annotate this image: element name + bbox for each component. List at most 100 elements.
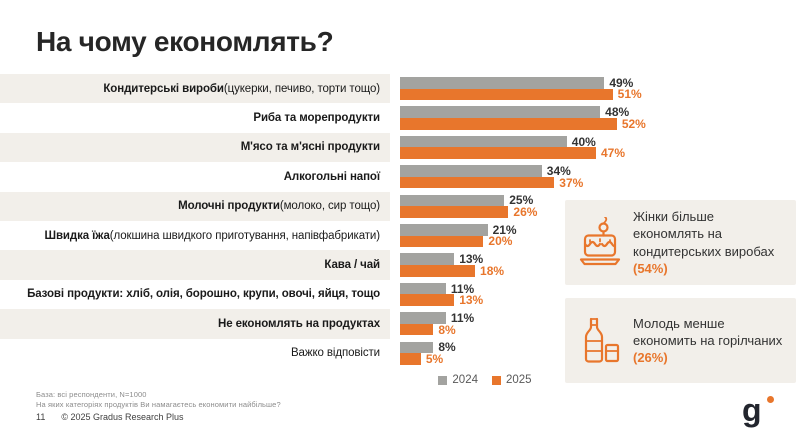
value-2024: 40%: [571, 134, 596, 149]
category-label-main: Базові продукти: хліб, олія, борошно, кр…: [27, 288, 380, 301]
logo-dot-icon: [767, 396, 774, 403]
category-label-main: Алкогольні напої: [283, 170, 380, 183]
bar-line: 49%: [400, 77, 668, 89]
category-label-note: (молоко, сир тощо): [279, 200, 380, 213]
bar-line: 40%: [400, 136, 668, 148]
bars-cell: 25% 26%: [390, 192, 668, 221]
category-label-main: Не економлять на продуктах: [218, 317, 380, 330]
bar-line: 21%: [400, 224, 668, 236]
bar-2024: [400, 77, 605, 89]
category-label-main: Кава / чай: [324, 259, 380, 272]
bar-2025: [400, 147, 596, 160]
chart-row: Кава / чай 13% 18%: [0, 250, 668, 280]
value-2024: 21%: [492, 222, 517, 237]
cake-icon: [577, 215, 623, 269]
legend-label: 2025: [506, 374, 532, 386]
bars-cell: 48% 52%: [390, 103, 668, 132]
bar-line: 11%: [400, 283, 668, 295]
value-2024: 13%: [459, 252, 484, 267]
bars-cell: 11% 8%: [390, 309, 668, 338]
value-2025: 51%: [617, 87, 642, 102]
bar-2025: [400, 294, 455, 307]
value-2025: 18%: [480, 263, 505, 278]
callout-women-sweets: Жінки більше економлять на кондитерських…: [565, 200, 796, 285]
page-title: На чому економлять?: [36, 26, 334, 57]
category-label: Базові продукти: хліб, олія, борошно, кр…: [0, 280, 390, 309]
logo-letter: g: [742, 392, 762, 428]
bar-line: 18%: [400, 265, 668, 277]
category-label-main: Швидка їжа: [44, 229, 110, 242]
chart-row: Базові продукти: хліб, олія, борошно, кр…: [0, 280, 668, 309]
legend-label: 2024: [452, 374, 478, 386]
chart-row: Важко відповісти 8% 5%: [0, 339, 668, 368]
category-label: Риба та морепродукти: [0, 103, 390, 132]
bar-2025: [400, 176, 555, 189]
value-2025: 47%: [600, 146, 626, 161]
bar-2024: [400, 341, 434, 354]
bar-2025: [400, 265, 476, 277]
bar-2025: [400, 235, 484, 248]
bar-line: 11%: [400, 312, 668, 324]
value-2024: 8%: [438, 340, 456, 355]
category-label-note: (цукерки, печиво, торти тощо): [223, 82, 380, 95]
bar-2024: [400, 165, 542, 177]
bar-2025: [400, 88, 613, 101]
bar-2024: [400, 135, 567, 148]
bar-2025: [400, 323, 434, 336]
chart-row: Не економлять на продуктах 11% 8%: [0, 309, 668, 339]
bottle-icon: [577, 315, 623, 367]
copyright: © 2025 Gradus Research Plus: [61, 412, 184, 422]
category-label-main: Важко відповісти: [290, 347, 380, 360]
bar-2024: [400, 224, 488, 236]
chart-row: М'ясо та м'ясні продукти 40% 47%: [0, 132, 668, 163]
bars-cell: 8% 5%: [390, 339, 668, 368]
bars-cell: 49% 51%: [390, 74, 668, 103]
bar-line: 5%: [400, 353, 668, 365]
value-2024: 49%: [609, 75, 634, 90]
category-label-note: (локшина швидкого приготування, напівфаб…: [109, 229, 380, 242]
value-2025: 37%: [559, 175, 584, 190]
value-2025: 5%: [425, 352, 444, 366]
category-label: Важко відповісти: [0, 339, 390, 368]
value-2025: 8%: [438, 322, 456, 337]
chart-row: Молочні продукти (молоко, сир тощо) 25% 26…: [0, 191, 668, 221]
value-2024: 48%: [605, 105, 630, 120]
chart-row: Риба та морепродукти 48% 52%: [0, 103, 668, 132]
bar-2024: [400, 253, 455, 266]
bar-2024: [400, 312, 446, 324]
category-label: Алкогольні напої: [0, 162, 390, 191]
category-label-main: Кондитерські вироби: [103, 82, 224, 95]
chart-row: Кондитерські вироби (цукерки, печиво, то…: [0, 74, 668, 104]
bar-line: 52%: [400, 118, 668, 130]
callout-highlight: (54%): [633, 260, 668, 276]
value-2024: 11%: [450, 281, 475, 296]
category-label: Кондитерські вироби (цукерки, печиво, то…: [0, 74, 390, 104]
category-label-main: М'ясо та м'ясні продукти: [240, 141, 380, 154]
callout-body: Молодь менше економить на горілчаних: [633, 315, 783, 348]
value-2025: 26%: [513, 205, 538, 220]
bar-chart: Кондитерські вироби (цукерки, печиво, то…: [0, 74, 668, 368]
value-2025: 20%: [488, 234, 513, 249]
value-2025: 52%: [621, 116, 646, 131]
category-label: Швидка їжа (локшина швидкого приготуванн…: [0, 221, 390, 250]
page-number: 11: [36, 412, 46, 422]
category-label: Кава / чай: [0, 250, 390, 280]
bar-line: 26%: [400, 206, 668, 218]
chart-row: Алкогольні напої 34% 37%: [0, 162, 668, 191]
bar-line: 37%: [400, 177, 668, 189]
category-label-main: Молочні продукти: [178, 200, 280, 213]
legend-item-2025: 2025: [492, 374, 532, 386]
bar-2024: [400, 194, 505, 207]
bar-line: 25%: [400, 194, 668, 207]
value-2024: 34%: [546, 164, 571, 179]
value-2024: 11%: [450, 311, 475, 326]
legend-item-2024: 2024: [438, 374, 478, 386]
legend-swatch-icon: [438, 375, 448, 385]
chart-row: Швидка їжа (локшина швидкого приготуванн…: [0, 221, 668, 250]
bar-line: 8%: [400, 340, 668, 355]
question-note: На яких категоріях продуктів Ви намагаєт…: [36, 400, 281, 409]
bar-line: 51%: [400, 87, 668, 102]
bars-cell: 21% 20%: [390, 221, 668, 250]
category-label-main: Риба та морепродукти: [253, 112, 380, 125]
bar-2025: [400, 353, 421, 365]
